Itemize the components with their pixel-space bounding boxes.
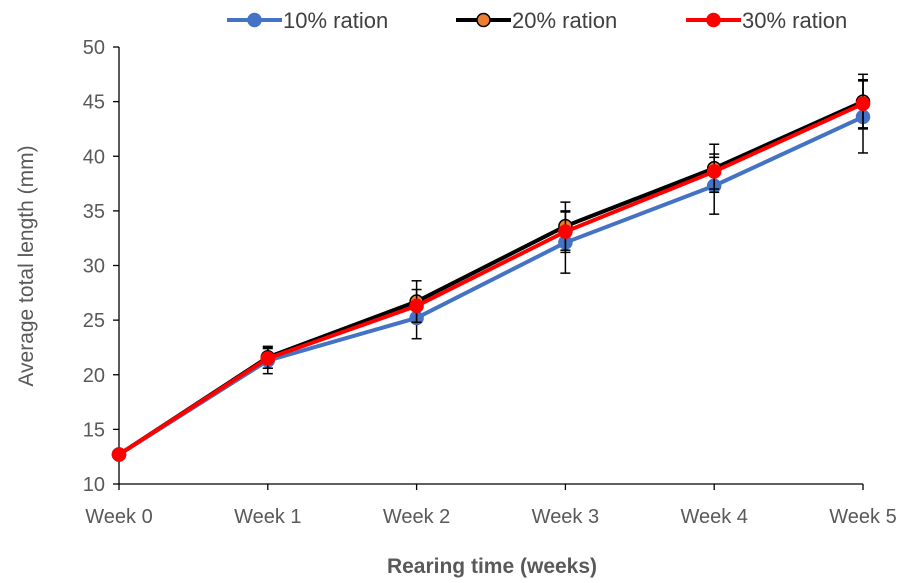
y-tick-label: 20 [83, 365, 105, 387]
data-point [706, 164, 722, 179]
data-point [111, 447, 127, 462]
data-point [409, 298, 424, 314]
data-point [558, 224, 573, 239]
legend-label: 20% ration [512, 8, 617, 33]
series-layer [111, 73, 871, 462]
legend-label: 10% ration [283, 8, 388, 33]
y-tick-label: 30 [83, 256, 105, 278]
y-tick-label: 50 [83, 37, 105, 59]
y-tick-label: 45 [83, 92, 105, 114]
legend-marker [247, 12, 262, 28]
legend-item: 30% ration [686, 8, 847, 33]
legend-marker [476, 12, 491, 28]
y-tick-label: 40 [83, 146, 105, 168]
y-tick-label: 10 [83, 474, 105, 496]
legend-label: 30% ration [742, 8, 847, 33]
y-axis: 10 15 20 25 30 35 40 45 50 [83, 37, 120, 496]
legend-item: 10% ration [227, 8, 388, 33]
x-axis: Week 0 Week 1 Week 2 Week 3 Week 4 Week 5 [85, 483, 897, 528]
y-tick-label: 15 [83, 419, 105, 441]
x-tick-label: Week 2 [383, 506, 450, 528]
x-tick-label: Week 5 [829, 506, 896, 528]
y-axis-title: Average total length (mm) [15, 145, 38, 386]
x-tick-label: Week 4 [680, 506, 747, 528]
series-3 [111, 79, 871, 462]
data-point [260, 351, 276, 366]
x-axis-title: Rearing time (weeks) [387, 555, 597, 578]
y-tick-label: 25 [83, 310, 105, 332]
x-tick-label: Week 3 [532, 506, 599, 528]
legend-marker [706, 12, 721, 28]
series-line [117, 115, 864, 457]
legend: 10% ration 20% ration 30% ration [227, 8, 847, 33]
y-tick-label: 35 [83, 201, 105, 223]
legend-item: 20% ration [456, 8, 617, 33]
series-line [117, 101, 864, 457]
x-tick-label: Week 1 [234, 506, 301, 528]
x-tick-label: Week 0 [85, 506, 152, 528]
data-point [855, 96, 871, 112]
